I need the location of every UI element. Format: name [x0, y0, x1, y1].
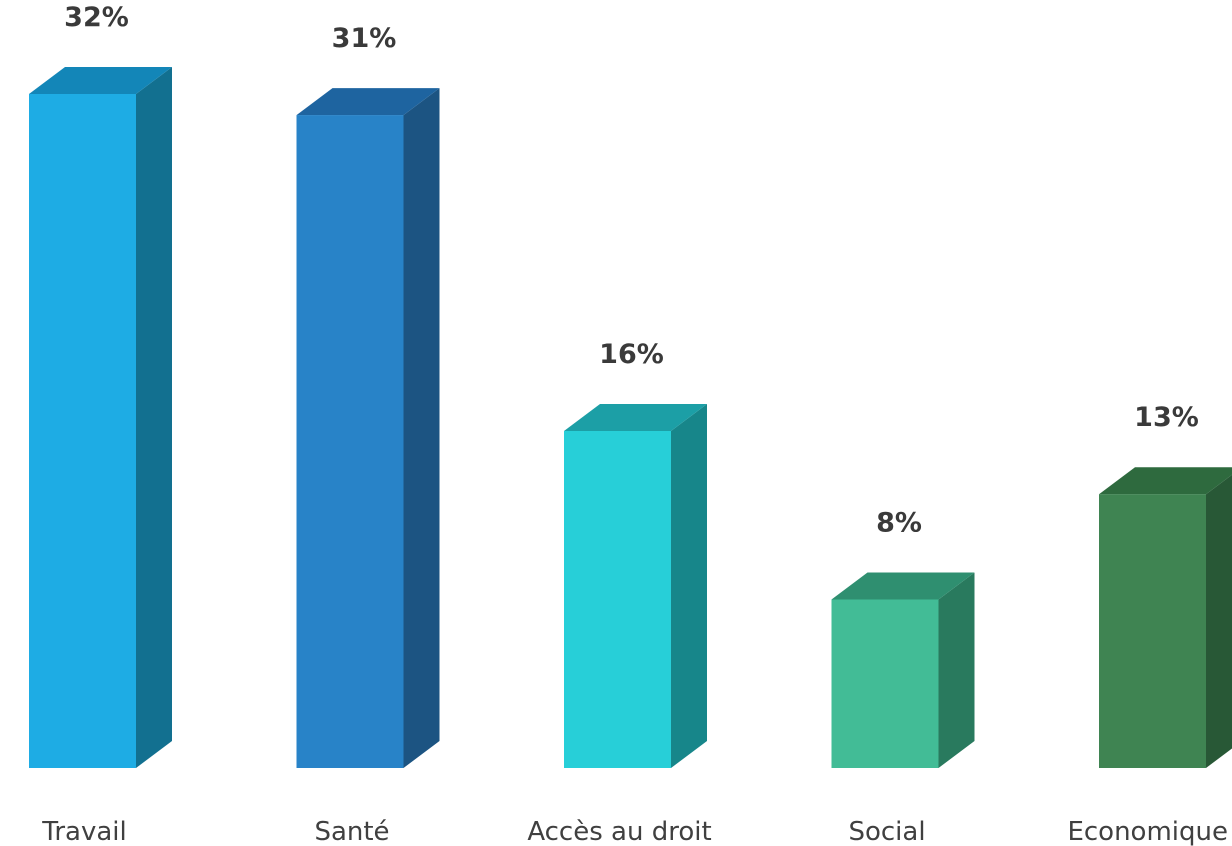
category-label: Accès au droit [527, 817, 711, 846]
bar-front-face [831, 599, 939, 768]
value-labels-group: 32% 31% 16% 8% 13% [64, 2, 1199, 539]
bar-top-face [831, 572, 975, 600]
bar-side-face [403, 88, 440, 768]
category-label: Travail [41, 817, 126, 846]
value-label: 32% [64, 2, 129, 33]
bar-2 [296, 88, 440, 768]
bar-5 [1099, 467, 1232, 768]
bar-front-face [564, 431, 671, 768]
bar-side-face [671, 404, 707, 768]
bar-top-face [564, 404, 707, 431]
bars-group [29, 67, 1232, 768]
bar-side-face [938, 572, 975, 768]
bar-top-face [1099, 467, 1232, 495]
value-label: 13% [1134, 402, 1199, 433]
value-label: 16% [599, 339, 664, 370]
category-label: Santé [314, 817, 389, 846]
bar-side-face [136, 67, 172, 768]
bar-front-face [296, 115, 404, 768]
value-label: 31% [332, 23, 397, 54]
bar-top-face [296, 88, 440, 116]
category-label: Social [848, 817, 925, 846]
bar-1 [29, 67, 172, 768]
bar-3 [564, 404, 707, 768]
value-label: 8% [876, 508, 922, 539]
bar-front-face [29, 94, 136, 768]
bar-top-face [29, 67, 172, 94]
bar-4 [831, 572, 975, 768]
category-labels-group: Travail Santé Accès au droit Social Economiq… [41, 817, 1228, 846]
bar-side-face [1206, 474, 1232, 768]
bar-front-face [1099, 494, 1206, 768]
category-label: Economique [1067, 817, 1228, 846]
